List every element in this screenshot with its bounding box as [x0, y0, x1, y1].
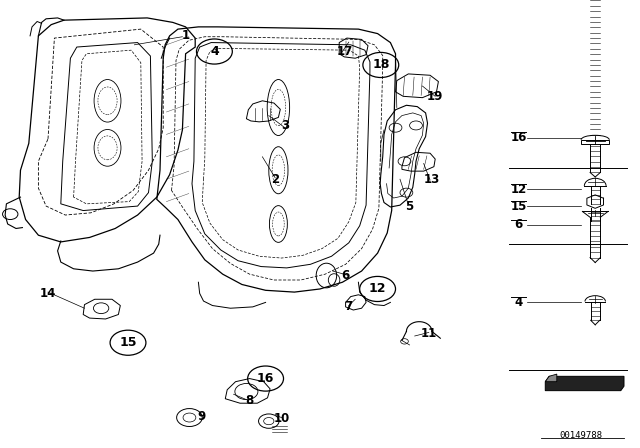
Text: 5: 5	[406, 199, 413, 213]
Text: 16: 16	[510, 131, 527, 144]
Text: 13: 13	[424, 172, 440, 186]
Text: 10: 10	[273, 412, 290, 426]
Text: 15: 15	[510, 199, 527, 213]
Text: 3: 3	[281, 119, 289, 132]
Text: 12: 12	[369, 282, 387, 296]
Text: 16: 16	[257, 372, 275, 385]
Text: 8: 8	[246, 394, 253, 408]
Text: 4: 4	[210, 45, 219, 58]
Text: 12: 12	[510, 182, 527, 196]
Text: 14: 14	[40, 287, 56, 300]
Text: 2: 2	[271, 172, 279, 186]
Text: 7: 7	[345, 300, 353, 314]
Text: 15: 15	[119, 336, 137, 349]
Text: 17: 17	[336, 45, 353, 58]
Text: 9: 9	[198, 410, 205, 423]
Text: 19: 19	[427, 90, 444, 103]
Text: 18: 18	[372, 58, 390, 72]
Text: 1: 1	[182, 29, 189, 43]
Text: 6: 6	[515, 218, 522, 232]
Text: 11: 11	[420, 327, 437, 340]
Polygon shape	[545, 374, 557, 382]
Text: 00149788: 00149788	[559, 431, 603, 440]
Text: 4: 4	[515, 296, 522, 309]
Text: 6: 6	[342, 269, 349, 282]
Polygon shape	[545, 376, 624, 391]
